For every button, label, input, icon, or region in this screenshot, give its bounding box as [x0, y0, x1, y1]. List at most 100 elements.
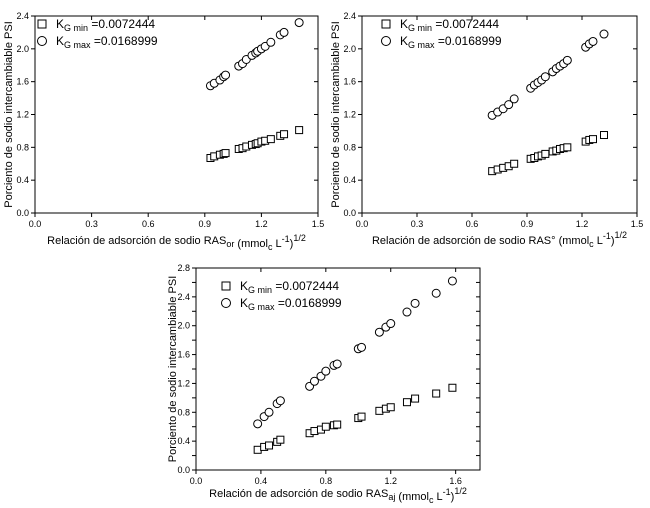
y-tick-label: 2.0	[16, 44, 29, 54]
data-point-square	[310, 427, 319, 436]
y-tick-label: 0.0	[343, 208, 356, 218]
data-point-circle	[410, 298, 420, 308]
data-point-square	[541, 149, 550, 158]
data-point-circle	[540, 72, 550, 82]
y-tick-label: 1.6	[16, 77, 29, 87]
data-point-square	[280, 130, 289, 139]
series-kg-max	[487, 29, 609, 120]
data-point-square	[295, 126, 304, 135]
y-tick-label: 2.4	[16, 11, 29, 21]
data-point-circle	[321, 366, 331, 376]
y-tick-label: 1.2	[343, 110, 356, 120]
series-kg-max	[205, 18, 304, 91]
x-tick-label: 0.0	[356, 219, 369, 229]
legend-circle-icon	[221, 298, 231, 308]
data-point-square	[510, 159, 519, 168]
x-tick-label: 1.5	[312, 219, 325, 229]
data-point-circle	[275, 396, 285, 406]
data-point-circle	[357, 342, 367, 352]
y-axis-label: Porciento de sodio intercambiable PSI	[330, 21, 342, 208]
y-tick-label: 1.2	[177, 378, 190, 388]
y-tick-label: 1.6	[177, 350, 190, 360]
data-point-circle	[402, 307, 412, 317]
y-tick-label: 0.0	[177, 465, 190, 475]
data-point-square	[375, 406, 384, 415]
y-tick-label: 0.4	[343, 175, 356, 185]
legend-circle-icon	[381, 36, 391, 46]
legend-entry: KG min =0.0072444	[400, 17, 499, 33]
x-tick-label: 1.6	[449, 476, 462, 486]
x-axis-label: Relación de adsorción de sodio RASaj (mm…	[209, 486, 467, 505]
data-point-square	[448, 383, 457, 392]
x-tick-label: 0.4	[255, 476, 268, 486]
legend-square-icon	[221, 281, 231, 291]
data-point-square	[276, 435, 285, 444]
data-point-circle	[332, 359, 342, 369]
data-point-circle	[266, 37, 276, 47]
x-tick-label: 0.3	[411, 219, 424, 229]
series-kg-min	[206, 126, 304, 163]
y-tick-label: 0.4	[177, 436, 190, 446]
data-point-square	[563, 143, 572, 152]
data-point-square	[266, 135, 275, 144]
series-kg-min	[253, 383, 457, 454]
x-tick-label: 0.8	[320, 476, 333, 486]
x-tick-label: 0.0	[190, 476, 203, 486]
legend-entry: KG max =0.0168999	[240, 296, 342, 312]
chart-2: 0.0 0.3 0.6 0.9 1.2 1.5 0.0 0.4 0.8 1.2 1.6 2.0 2.4P…	[330, 11, 643, 249]
data-point-square	[321, 422, 330, 431]
x-tick-label: 1.5	[631, 219, 644, 229]
y-tick-label: 0.8	[177, 407, 190, 417]
data-point-circle	[447, 276, 457, 286]
data-point-circle	[253, 419, 263, 429]
data-point-square	[589, 135, 597, 144]
data-point-square	[600, 131, 608, 140]
data-point-circle	[504, 100, 514, 110]
y-axis-label: Porciento de sodio intercambiable PSI	[3, 21, 15, 208]
y-tick-label: 0.8	[16, 142, 29, 152]
data-point-square	[357, 412, 366, 421]
data-point-circle	[221, 70, 231, 80]
data-point-circle	[279, 27, 289, 37]
x-tick-label: 0.3	[85, 219, 98, 229]
data-point-square	[386, 403, 395, 412]
chart-1: 0.0 0.3 0.6 0.9 1.2 1.5 0.0 0.4 0.8 1.2 1.6 2.0 2.4P…	[3, 11, 324, 252]
x-axis-label: Relación de adsorción de sodio RAS° (mmo…	[372, 230, 627, 249]
data-point-square	[411, 394, 420, 403]
data-point-circle	[562, 55, 572, 65]
y-tick-label: 2.0	[177, 321, 190, 331]
legend-circle-icon	[37, 36, 47, 46]
y-tick-label: 0.8	[343, 142, 356, 152]
y-tick-label: 2.4	[177, 292, 190, 302]
y-tick-label: 0.4	[16, 175, 29, 185]
x-tick-label: 0.9	[521, 219, 534, 229]
chart-3: 0.0 0.4 0.8 1.2 1.6 0.0 0.4 0.8 1.2 1.6 2.0 2.4 2.8 P…	[167, 263, 481, 505]
data-point-circle	[386, 319, 396, 329]
data-point-circle	[599, 29, 609, 39]
data-point-square	[265, 441, 274, 450]
data-point-circle	[264, 407, 274, 417]
y-tick-label: 2.4	[343, 11, 356, 21]
data-point-circle	[431, 288, 441, 298]
data-point-square	[432, 389, 441, 398]
x-tick-label: 0.9	[199, 219, 212, 229]
data-point-circle	[294, 18, 304, 28]
y-tick-label: 1.2	[16, 110, 29, 120]
legend-entry: KG max =0.0168999	[400, 34, 502, 50]
x-tick-label: 1.2	[576, 219, 589, 229]
series-kg-min	[488, 131, 608, 176]
data-point-circle	[374, 327, 384, 337]
x-tick-label: 1.2	[384, 476, 397, 486]
data-point-square	[221, 149, 230, 158]
legend-entry: KG min =0.0072444	[56, 17, 155, 33]
data-point-circle	[588, 36, 598, 46]
data-point-square	[333, 420, 342, 429]
x-tick-label: 0.0	[29, 219, 42, 229]
y-tick-label: 0.0	[16, 208, 29, 218]
data-point-square	[253, 445, 262, 454]
x-axis-label: Relación de adsorción de sodio RASor (mm…	[47, 233, 306, 252]
y-tick-label: 1.6	[343, 77, 356, 87]
series-kg-max	[253, 276, 457, 429]
legend-square-icon	[37, 19, 47, 29]
